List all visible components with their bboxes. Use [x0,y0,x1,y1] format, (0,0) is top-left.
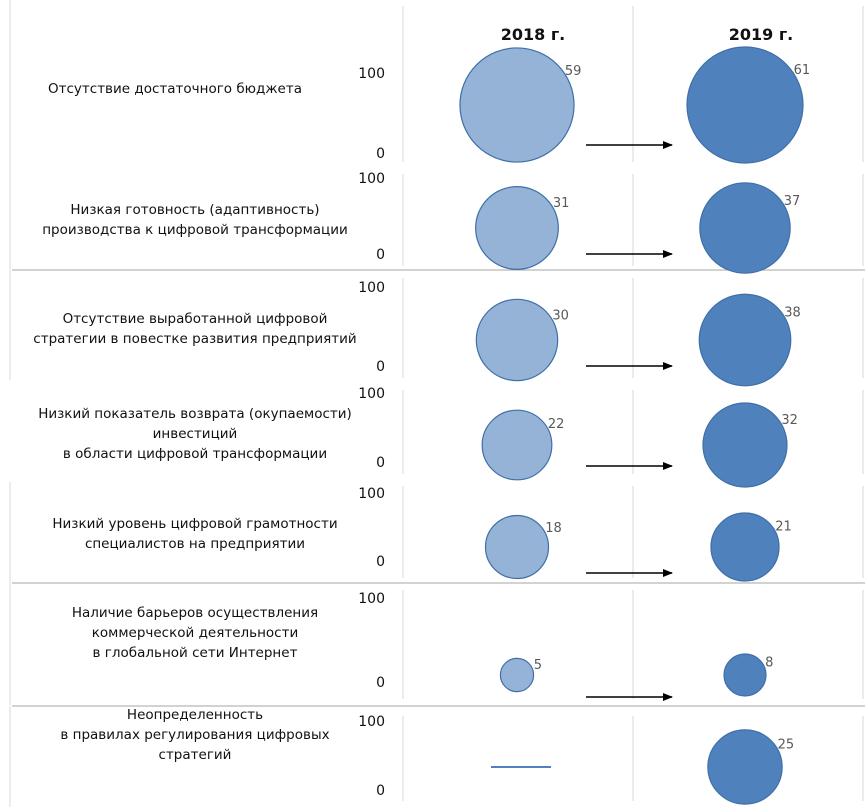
y-tick-label: 100 [358,66,385,82]
row-label: Отсутствие достаточного бюджета [48,81,302,97]
bubble-2018 [481,409,553,481]
bubble-value-label: 5 [534,658,542,673]
row-label-line: инвестиций [153,426,238,442]
y-tick-label: 0 [376,359,385,375]
row-label-line: в области цифровой трансформации [63,446,327,462]
chart-frame [9,0,865,807]
bubble-2018 [475,186,559,270]
bubble-2019 [698,293,792,387]
bubble-value-label: 61 [794,63,811,78]
y-tick-label: 100 [358,171,385,187]
row-label-line: стратегии в повестке развития предприяти… [33,331,356,347]
row-label-line: Отсутствие достаточного бюджета [48,81,302,97]
row-label-line: специалистов на предприятии [85,536,305,552]
chart-row: Наличие барьеров осуществления коммерческ… [72,590,864,701]
y-tick-label: 0 [376,783,385,799]
row-label-line: Отсутствие выработанной цифровой [63,311,328,327]
bubble-value-label: 8 [765,655,773,670]
bubble-2018 [484,514,550,580]
row-label: Неопределенность в правилах регулирования… [60,707,329,763]
bubble-value-label: 38 [784,306,801,321]
bubble-2018 [499,657,535,693]
bubble-2018 [459,47,575,163]
chart-row: Низкий показатель возврата (окупаемости)… [38,386,864,488]
bubble-2019 [707,729,783,805]
y-tick-label: 100 [358,386,385,402]
row-label: Наличие барьеров осуществления коммерческ… [72,605,318,661]
bubble-value-label: 25 [778,738,795,753]
row-label-line: Низкая готовность (адаптивность) [70,202,319,218]
chart-row: Низкий уровень цифровой грамотности специ… [52,486,864,582]
y-tick-label: 100 [358,280,385,296]
bubble-value-label: 37 [784,194,801,209]
bubble-2019 [710,512,780,582]
bubble-2019 [699,182,791,274]
row-label-line: Низкий показатель возврата (окупаемости) [38,406,352,422]
row-label: Низкий уровень цифровой грамотности специ… [52,516,337,552]
y-tick-label: 0 [376,554,385,570]
bubble-value-label: 18 [545,521,562,536]
row-label: Отсутствие выработанной цифровой стратеги… [33,311,356,347]
bubble-value-label: 32 [781,413,798,428]
year-headers: 2018 г. 2019 г. [501,25,794,44]
bubble-value-label: 59 [565,64,582,79]
row-label-line: в правилах регулирования цифровых [60,727,329,743]
y-tick-label: 100 [358,714,385,730]
y-tick-label: 100 [358,591,385,607]
chart-row: Отсутствие достаточного бюджета 100 0 59 61 [48,6,864,164]
y-tick-label: 0 [376,247,385,263]
bubble-2018 [475,298,559,382]
row-label-line: коммерческой деятельности [92,625,299,641]
y-tick-label: 100 [358,486,385,502]
bubble-2019 [723,653,767,697]
bubble-2019 [686,46,804,164]
row-label: Низкий показатель возврата (окупаемости)… [38,406,352,462]
bubble-2019 [702,402,788,488]
bubble-value-label: 31 [553,196,570,211]
year-header-1: 2019 г. [729,25,794,44]
y-tick-label: 0 [376,455,385,471]
bubble-value-label: 22 [548,417,565,432]
chart-rows: Отсутствие достаточного бюджета 100 0 59 61 Н… [33,6,864,805]
row-label-line: производства к цифровой трансформации [42,222,348,238]
row-label-line: Низкий уровень цифровой грамотности [52,516,337,532]
chart-row: Низкая готовность (адаптивность) производ… [42,171,864,274]
chart-row: Неопределенность в правилах регулирования… [60,707,864,805]
row-label-line: стратегий [159,747,232,763]
row-label-line: в глобальной сети Интернет [93,645,298,661]
y-tick-label: 0 [376,146,385,162]
year-header-0: 2018 г. [501,25,566,44]
row-label-line: Неопределенность [127,707,263,723]
bubble-value-label: 21 [775,520,792,535]
chart-row: Отсутствие выработанной цифровой стратеги… [33,278,864,387]
row-label: Низкая готовность (адаптивность) производ… [42,202,348,238]
bubble-value-label: 30 [552,309,569,324]
row-label-line: Наличие барьеров осуществления [72,605,318,621]
y-tick-label: 0 [376,675,385,691]
